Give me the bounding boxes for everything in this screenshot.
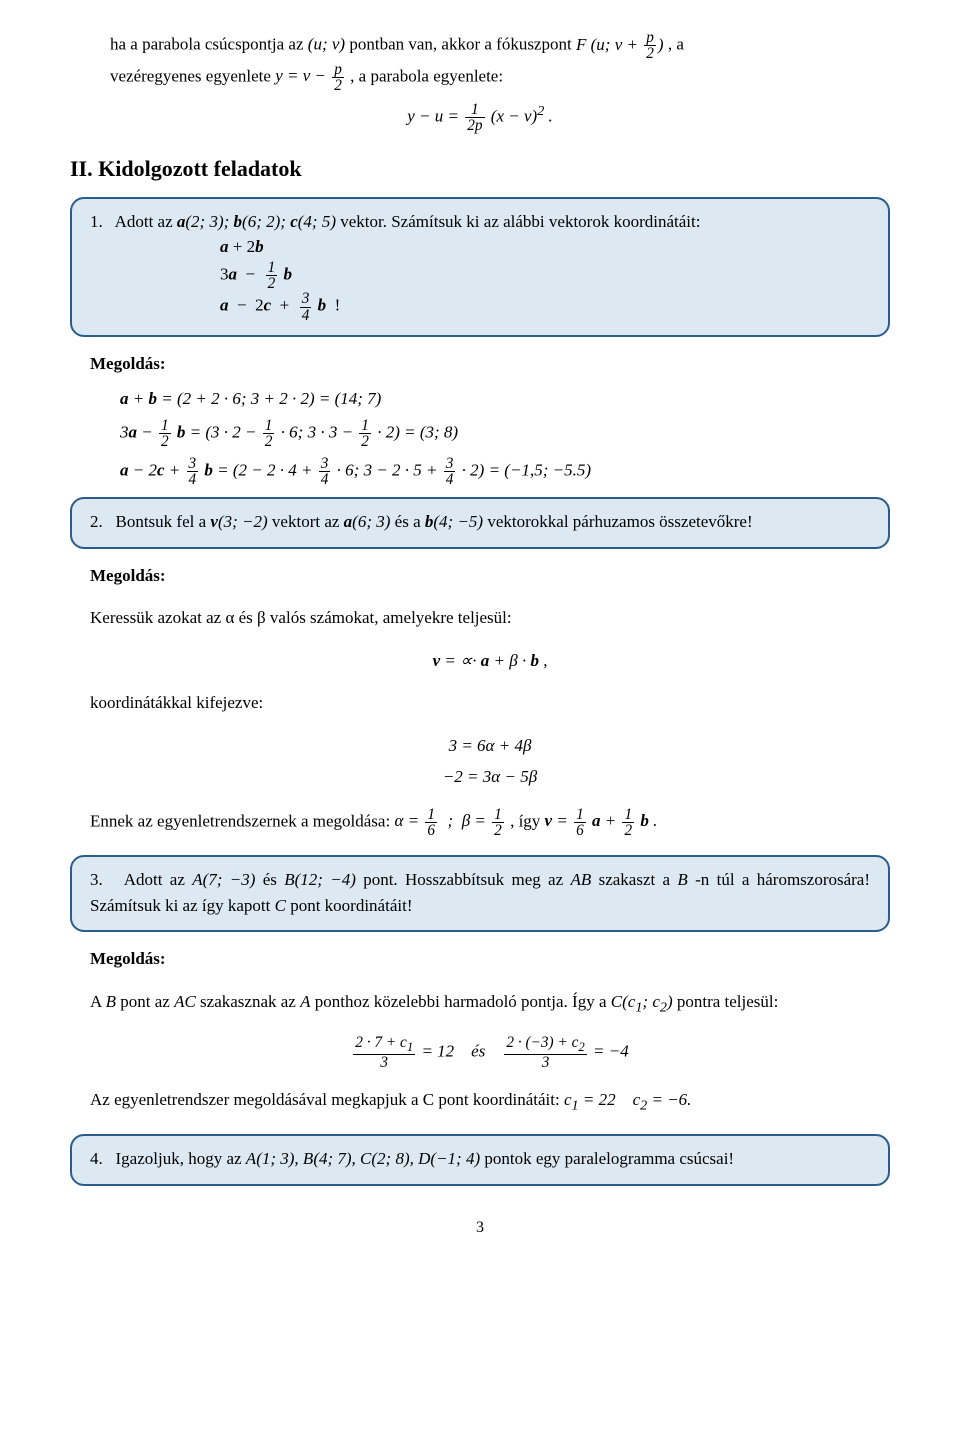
- p1-post: vektor. Számítsuk ki az alábbi vektorok …: [340, 212, 700, 231]
- intro-paragraph: ha a parabola csúcspontja az (u; v) pont…: [110, 30, 890, 93]
- math-uv: (u; v): [308, 35, 345, 54]
- intro-l1-mid: pontban van, akkor a fókuszpont: [349, 35, 576, 54]
- p2-mid1: vektort az: [272, 512, 344, 531]
- p2-pre: Bontsuk fel a: [116, 512, 211, 531]
- p2-v: v(3; −2): [210, 512, 267, 531]
- sol3-A: A: [300, 992, 310, 1011]
- p2-b: b(4; −5): [425, 512, 483, 531]
- math-focus: F (u; v + p2): [576, 35, 664, 54]
- problem-3-box: 3. Adott az A(7; −3) és B(12; −4) pont. …: [70, 855, 890, 932]
- sol3-l1-m1: pont az: [120, 992, 174, 1011]
- sol2-eq2: 3 = 6α + 4β: [90, 733, 890, 759]
- problem-4-box: 4. Igazoljuk, hogy az A(1; 3), B(4; 7), …: [70, 1134, 890, 1186]
- sol3-eqs: 2 · 7 + c13 = 12 és 2 · (−3) + c23 = −4: [90, 1035, 890, 1070]
- p2-num: 2.: [90, 512, 103, 531]
- p2-a: a(6; 3): [344, 512, 391, 531]
- sol3-l3-txt: Az egyenletrendszer megoldásával megkapj…: [90, 1090, 564, 1109]
- sol3-l1-suf: pontra teljesül:: [677, 992, 779, 1011]
- solution-1-body: a + b = (2 + 2 · 6; 3 + 2 · 2) = (14; 7)…: [90, 386, 890, 487]
- sol2-l3-mid: , így: [510, 811, 544, 830]
- sol3-line3: Az egyenletrendszer megoldásával megkapj…: [90, 1087, 890, 1117]
- sol2-eq1: v = ∝· a + β · b ,: [90, 648, 890, 674]
- problem-4-text: 4. Igazoljuk, hogy az A(1; 3), B(4; 7), …: [90, 1146, 870, 1172]
- p4-pre: Igazoljuk, hogy az: [116, 1149, 246, 1168]
- intro-l2-mid: , a parabola egyenlete:: [350, 66, 503, 85]
- p3-C: C: [275, 896, 286, 915]
- solution-label-3: Megoldás:: [90, 946, 890, 972]
- sol2-line2: koordinátákkal kifejezve:: [90, 690, 890, 716]
- p3-Bvar: B: [677, 870, 687, 889]
- sol2-v-result: v = 16 a + 12 b .: [545, 811, 658, 830]
- problem-2-text: 2. Bontsuk fel a v(3; −2) vektort az a(6…: [90, 509, 870, 535]
- parabola-equation: y − u = 12p (x − v)2 .: [70, 101, 890, 134]
- sol1-line3: a − 2c + 34 b = (2 − 2 · 4 + 34 · 6; 3 −…: [120, 456, 890, 488]
- solution-2-body: Keressük azokat az α és β valós számokat…: [90, 605, 890, 838]
- sol2-line1: Keressük azokat az α és β valós számokat…: [90, 605, 890, 631]
- section-heading: II. Kidolgozott feladatok: [70, 152, 890, 185]
- problem-1-text: 1. Adott az a(2; 3); b(6; 2); c(4; 5) ve…: [90, 209, 870, 235]
- math-directrix: y = v − p2: [275, 66, 346, 85]
- sol3-B: B: [106, 992, 116, 1011]
- p3-B: B(12; −4): [284, 870, 356, 889]
- p3-suf: pont koordinátáit!: [290, 896, 412, 915]
- p4-points: A(1; 3), B(4; 7), C(2; 8), D(−1; 4): [246, 1149, 480, 1168]
- sol3-l1-m3: ponthoz közelebbi harmadoló pontja. Így …: [315, 992, 611, 1011]
- p1-vec-a: a(2; 3); b(6; 2); c(4; 5): [177, 212, 336, 231]
- sol3-l1-pre: A: [90, 992, 106, 1011]
- p3-AB: AB: [570, 870, 591, 889]
- p3-pre: Adott az: [124, 870, 192, 889]
- p1-expr2: 3a − 12 b: [220, 260, 870, 292]
- sol2-l3-pre: Ennek az egyenletrendszernek a megoldása…: [90, 811, 394, 830]
- p1-num: 1.: [90, 212, 103, 231]
- intro-l1-suf: , a: [668, 35, 684, 54]
- p1-expr1: a + 2b: [220, 234, 870, 260]
- sol1-line2: 3a − 12 b = (3 · 2 − 12 · 6; 3 · 3 − 12 …: [120, 418, 890, 450]
- sol3-result: c1 = 22 c2 = −6.: [564, 1090, 691, 1109]
- p3-A: A(7; −3): [192, 870, 255, 889]
- sol3-AC: AC: [174, 992, 196, 1011]
- p4-num: 4.: [90, 1149, 103, 1168]
- problem-2-box: 2. Bontsuk fel a v(3; −2) vektort az a(6…: [70, 497, 890, 549]
- solution-label-1: Megoldás:: [90, 351, 890, 377]
- intro-l2-pre: vezéregyenes egyenlete: [110, 66, 275, 85]
- p1-pre: Adott az: [115, 212, 177, 231]
- p3-mid1: és: [263, 870, 284, 889]
- problem-1-box: 1. Adott az a(2; 3); b(6; 2); c(4; 5) ve…: [70, 197, 890, 337]
- sol3-line1: A B pont az AC szakasznak az A ponthoz k…: [90, 989, 890, 1019]
- p1-expr3: a − 2c + 34 b !: [220, 291, 870, 323]
- sol3-l1-m2: szakasznak az: [200, 992, 300, 1011]
- page-number: 3: [70, 1216, 890, 1240]
- p2-post: vektorokkal párhuzamos összetevőkre!: [487, 512, 752, 531]
- p3-mid3: szakaszt a: [599, 870, 678, 889]
- problem-3-text: 3. Adott az A(7; −3) és B(12; −4) pont. …: [90, 867, 870, 918]
- solution-label-2: Megoldás:: [90, 563, 890, 589]
- sol1-line1: a + b = (2 + 2 · 6; 3 + 2 · 2) = (14; 7): [120, 386, 890, 412]
- sol2-eq3: −2 = 3α − 5β: [90, 764, 890, 790]
- sol2-alpha: α = 16 ; β = 12: [394, 811, 505, 830]
- sol2-line3: Ennek az egyenletrendszernek a megoldása…: [90, 807, 890, 839]
- sol3-Cc1c2: C(c1; c2): [611, 992, 673, 1011]
- intro-l1-pre: ha a parabola csúcspontja az: [110, 35, 308, 54]
- p3-mid2: pont. Hosszabbítsuk meg az: [363, 870, 570, 889]
- p2-mid2: és a: [395, 512, 425, 531]
- p4-post: pontok egy paralelogramma csúcsai!: [484, 1149, 734, 1168]
- p3-num: 3.: [90, 870, 103, 889]
- solution-3-body: A B pont az AC szakasznak az A ponthoz k…: [90, 989, 890, 1117]
